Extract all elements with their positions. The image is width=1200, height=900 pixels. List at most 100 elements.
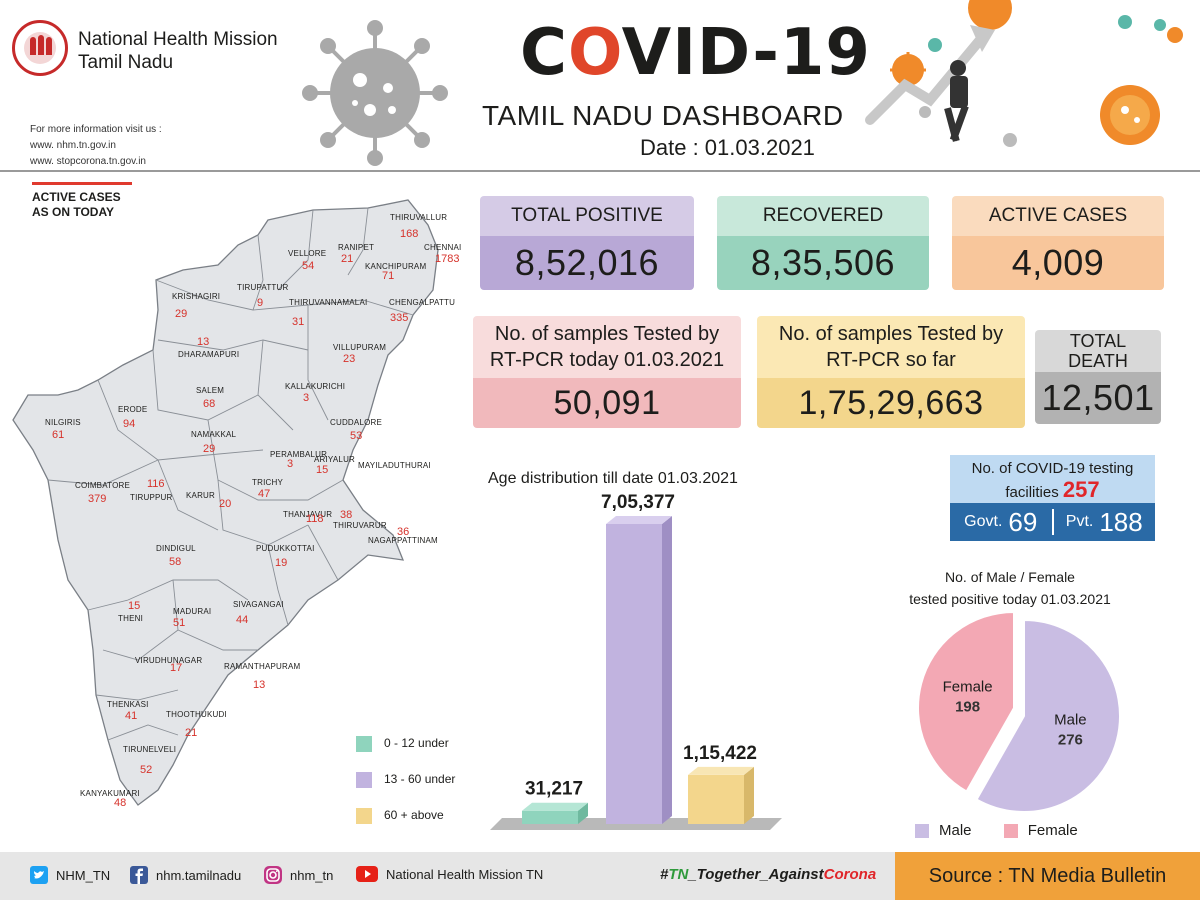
title-part-rest: VID-19	[621, 16, 871, 90]
info-block: For more information visit us : www. nhm…	[30, 122, 162, 170]
campaign-hashtag[interactable]: #TN_Together_AgainstCorona	[660, 866, 876, 883]
hashtag-part-middle: _Together_Against	[688, 866, 824, 883]
district-name-thiruvallur: THIRUVALLUR	[390, 213, 448, 222]
site-link-stopcorona[interactable]: www. stopcorona.tn.gov.in	[30, 156, 146, 167]
district-name-krishagiri: KRISHAGIRI	[172, 292, 221, 301]
district-name-erode: ERODE	[118, 405, 148, 414]
district-value-pudukkottai: 19	[275, 557, 288, 569]
district-name-pudukkottai: PUDUKKOTTAI	[256, 544, 315, 553]
tested-so-far-value: 1,75,29,663	[757, 378, 1025, 428]
org-line-2: Tamil Nadu	[78, 52, 174, 73]
district-name-thoothukudi: THOOTHUKUDI	[166, 710, 227, 719]
legend-item-0-12: 0 - 12 under	[356, 736, 449, 752]
district-name-theni: THENI	[118, 614, 143, 623]
district-name-kanyakumari: KANYAKUMARI	[80, 789, 140, 798]
district-value-kanchipuram: 71	[382, 270, 395, 282]
district-name-dharamapuri: DHARAMAPURI	[178, 350, 240, 359]
district-value-karur: 20	[219, 498, 232, 510]
org-line-1: National Health Mission	[78, 29, 278, 50]
pie-title-line-1: No. of Male / Female	[945, 569, 1075, 585]
hashtag-part-hash: #	[660, 866, 669, 883]
district-name-salem: SALEM	[196, 386, 225, 395]
age-bar-top-0	[522, 802, 588, 811]
district-value-ranipet: 21	[341, 253, 354, 265]
district-value-thanjavur: 118	[306, 513, 324, 525]
facilities-total: 257	[1062, 477, 1100, 502]
age-bar-top-1	[606, 516, 672, 524]
active-cases-value: 4,009	[952, 236, 1164, 290]
district-value-villupuram: 23	[343, 353, 356, 365]
facebook-link[interactable]: nhm.tamilnadu	[130, 866, 241, 884]
youtube-channel: National Health Mission TN	[386, 866, 544, 882]
district-value-madurai: 51	[173, 617, 186, 629]
district-name-thanjavur: THANJAVUR	[283, 510, 333, 519]
district-name-dindigul: DINDIGUL	[156, 544, 196, 553]
district-value-ramanthapuram: 13	[253, 679, 266, 691]
district-name-ramanthapuram: RAMANTHAPURAM	[224, 662, 301, 671]
active-cases-label: ACTIVE CASES	[952, 196, 1164, 236]
district-name-vellore: VELLORE	[288, 249, 327, 258]
age-bar-label-1: 7,05,377	[601, 492, 675, 513]
facebook-handle: nhm.tamilnadu	[156, 867, 242, 883]
pie-slice-male	[975, 618, 1121, 813]
facilities-pvt-label: Pvt.	[1065, 513, 1094, 530]
age-chart-title: Age distribution till date 01.03.2021	[488, 470, 738, 487]
legend-item-13-60: 13 - 60 under	[356, 772, 455, 788]
youtube-link[interactable]: National Health Mission TN	[356, 866, 543, 882]
pie-title-line-2: tested positive today 01.03.2021	[909, 591, 1111, 607]
total-death-value: 12,501	[1035, 372, 1161, 424]
facilities-govt: Govt. 69	[950, 503, 1052, 541]
total-death-label-1: TOTAL	[1069, 331, 1127, 351]
legend-label: 13 - 60 under	[384, 772, 456, 787]
header-divider	[0, 170, 1200, 172]
district-name-tiruppur: TIRUPPUR	[130, 493, 173, 502]
legend-swatch-female	[1003, 824, 1018, 839]
district-value-ariyalur: 15	[316, 464, 329, 476]
district-value-nagappattinam: 36	[397, 526, 410, 538]
district-value-coimbatore: 379	[88, 493, 107, 505]
facilities-govt-value: 69	[1008, 506, 1038, 537]
total-death-label-2: DEATH	[1068, 351, 1128, 371]
recovered-label: RECOVERED	[717, 196, 929, 236]
twitter-link[interactable]: NHM_TN	[30, 866, 110, 884]
age-distribution-chart: 31,217 7,05,377 1,15,422	[490, 492, 782, 830]
district-value-tirupattur: 9	[257, 297, 264, 309]
facilities-breakdown: Govt. 69 Pvt. 188	[950, 503, 1155, 541]
gender-pie-chart: Male 276 Female 198	[917, 610, 1121, 813]
map-heading: ACTIVE CASES AS ON TODAY	[32, 182, 132, 220]
pie-label-female: Female	[943, 679, 993, 696]
age-bar-label-2: 1,15,422	[683, 743, 757, 764]
source-banner: Source : TN Media Bulletin	[895, 852, 1200, 900]
district-value-erode: 94	[123, 418, 136, 430]
district-value-perambalur: 3	[287, 458, 294, 470]
tamil-nadu-district-map	[12, 199, 439, 806]
district-name-mayiladuthurai: MAYILADUTHURAI	[358, 461, 431, 470]
district-name-thiruvarur: THIRUVARUR	[333, 521, 387, 530]
district-value-thenkasi: 41	[125, 710, 138, 722]
district-value-theni: 15	[128, 600, 141, 612]
total-positive-card: TOTAL POSITIVE 8,52,016	[480, 196, 694, 290]
instagram-link[interactable]: nhm_tn	[264, 866, 333, 884]
nhm-logo	[12, 20, 68, 76]
map-heading-accent	[32, 182, 132, 185]
district-value-salem: 68	[203, 398, 216, 410]
district-value-dindigul: 58	[169, 556, 182, 568]
hashtag-part-tn: TN	[668, 866, 689, 883]
legend-label: 0 - 12 under	[384, 736, 449, 751]
info-label: For more information visit us :	[30, 124, 162, 135]
age-bar-2	[688, 774, 744, 824]
total-positive-value: 8,52,016	[480, 236, 694, 290]
legend-label: 60 + above	[384, 808, 444, 823]
legend-swatch-male	[915, 824, 929, 839]
district-value-krishagiri: 29	[175, 308, 188, 320]
dashboard-date: Date : 01.03.2021	[640, 135, 815, 160]
legend-item-60-above: 60 + above	[356, 808, 444, 824]
org-name: National Health Mission Tamil Nadu	[78, 28, 278, 74]
legend-label-female: Female	[1027, 822, 1078, 839]
district-value-tirunelveli: 52	[140, 764, 153, 776]
district-value-thoothukudi: 21	[185, 727, 198, 739]
district-value-nilgiris: 61	[52, 429, 65, 441]
site-link-nhm[interactable]: www. nhm.tn.gov.in	[30, 140, 116, 151]
district-name-ranipet: RANIPET	[338, 243, 375, 252]
virus-illustration-icon	[302, 20, 448, 166]
